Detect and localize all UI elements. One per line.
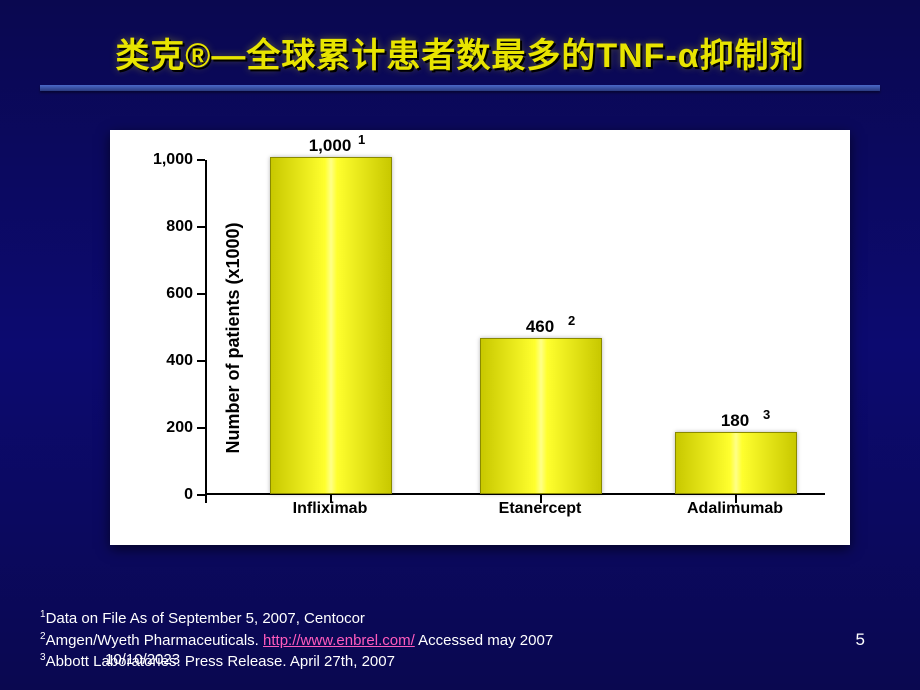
x-category-label: Adalimumab xyxy=(687,500,783,518)
bar xyxy=(675,432,797,494)
y-tick-label: 800 xyxy=(133,218,193,236)
bar-superscript: 2 xyxy=(568,313,575,328)
bar-superscript: 1 xyxy=(358,132,365,147)
y-tick-label: 0 xyxy=(133,486,193,504)
y-tick xyxy=(197,427,205,429)
y-tick xyxy=(197,226,205,228)
bar-value-label: 1,000 xyxy=(309,136,352,156)
y-tick-label: 1,000 xyxy=(133,151,193,169)
y-tick-label: 200 xyxy=(133,419,193,437)
x-category-label: Etanercept xyxy=(499,500,582,518)
date-stamp: 10/10/2023 xyxy=(105,651,180,668)
slide-title: 类克®—全球累计患者数最多的TNF-α抑制剂 xyxy=(0,28,920,77)
footnote-sup: 2 xyxy=(40,631,46,642)
y-tick-label: 600 xyxy=(133,285,193,303)
footnote-sup: 1 xyxy=(40,609,46,620)
slide: 类克®—全球累计患者数最多的TNF-α抑制剂 Number of patient… xyxy=(0,0,920,690)
bar-chart: 02004006008001,0001,0001Infliximab4602Et… xyxy=(205,160,825,495)
y-tick xyxy=(197,159,205,161)
x-tick xyxy=(205,495,207,503)
y-tick xyxy=(197,293,205,295)
x-category-label: Infliximab xyxy=(293,500,368,518)
chart-panel: Number of patients (x1000) 0200400600800… xyxy=(110,130,850,545)
title-divider xyxy=(40,85,880,91)
y-axis xyxy=(205,160,207,495)
title-text: 类克®—全球累计患者数最多的TNF-α抑制剂 xyxy=(115,37,804,75)
bar-value-label: 460 xyxy=(526,317,554,337)
y-tick xyxy=(197,360,205,362)
y-tick-label: 400 xyxy=(133,352,193,370)
footnote-link[interactable]: http://www.enbrel.com/ xyxy=(263,632,415,649)
bar-superscript: 3 xyxy=(763,407,770,422)
footnote-line: 1Data on File As of September 5, 2007, C… xyxy=(40,608,860,629)
footnote-sup: 3 xyxy=(40,652,46,663)
bar xyxy=(480,338,602,494)
bar-value-label: 180 xyxy=(721,411,749,431)
footnote-line: 2Amgen/Wyeth Pharmaceuticals. http://www… xyxy=(40,630,860,651)
y-tick xyxy=(197,494,205,496)
page-number: 5 xyxy=(856,630,865,650)
bar xyxy=(270,157,392,494)
